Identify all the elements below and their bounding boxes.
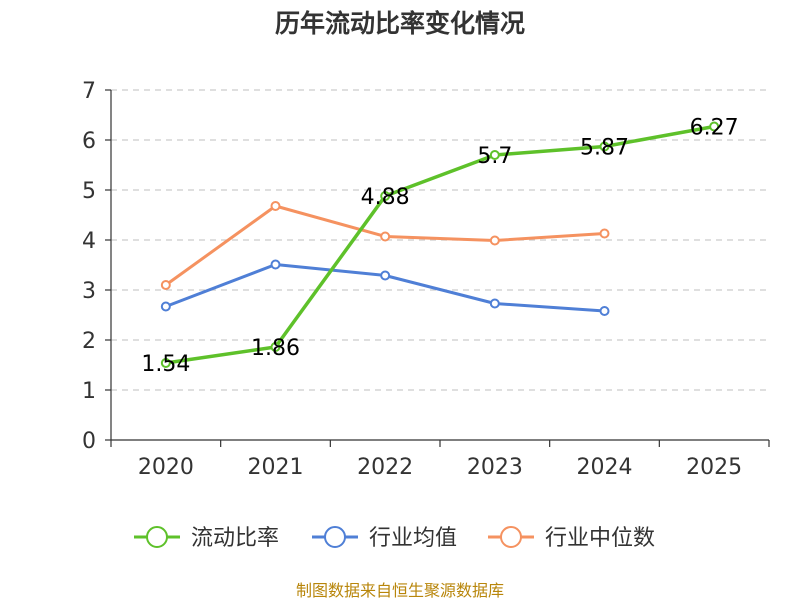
series-point-0 [270, 342, 281, 352]
data-label: 6.27 [690, 116, 739, 141]
legend-marker [146, 526, 168, 548]
x-tick-label: 2020 [138, 455, 194, 480]
x-tick-label: 2021 [248, 455, 304, 480]
series-line-0 [165, 124, 715, 365]
axes: 0 1 2 3 4 5 6 7 2020 2021 2022 2023 2024 2025 [82, 79, 770, 480]
series-point-1 [160, 301, 171, 312]
chart-title: 历年流动比率变化情况 [275, 9, 525, 38]
series-point-2 [599, 228, 610, 239]
data-label: 1.86 [251, 336, 300, 361]
y-tick-label: 3 [82, 279, 96, 304]
legend-label: 流动比率 [191, 526, 279, 551]
series-group [160, 121, 720, 368]
legend-marker [500, 526, 522, 548]
series-point-1 [380, 270, 391, 281]
series-point-1 [489, 298, 500, 309]
data-labels: 1.54 1.86 4.88 5.7 5.87 6.27 [141, 116, 738, 378]
legend-label: 行业中位数 [545, 526, 655, 551]
legend-item[interactable]: 行业中位数 [488, 526, 655, 551]
data-label: 5.7 [477, 144, 512, 169]
data-label: 5.87 [580, 136, 629, 161]
data-label: 1.54 [141, 352, 190, 377]
y-tick-label: 7 [82, 79, 96, 104]
y-tick-label: 2 [82, 329, 96, 354]
data-label: 4.88 [361, 185, 410, 210]
x-tick-label: 2022 [357, 455, 413, 480]
series-point-0 [380, 191, 391, 201]
x-tick-label: 2025 [686, 455, 742, 480]
series-point-1 [270, 259, 281, 270]
legend-item[interactable]: 行业均值 [312, 526, 457, 551]
series-point-2 [489, 235, 500, 246]
legend-item[interactable]: 流动比率 [134, 526, 279, 551]
series-point-0 [709, 121, 720, 132]
y-tick-label: 5 [82, 179, 96, 204]
series-point-2 [380, 231, 391, 242]
y-tick-label: 0 [82, 429, 96, 454]
series-point-2 [160, 280, 171, 290]
series-point-2 [270, 201, 281, 211]
legend: 流动比率 行业均值 行业中位数 [134, 526, 655, 551]
series-point-0 [599, 141, 610, 152]
series-point-0 [160, 358, 171, 368]
source-note: 制图数据来自恒生聚源数据库 [296, 581, 504, 600]
series-point-0 [489, 150, 500, 160]
y-tick-label: 4 [82, 229, 96, 254]
x-tick-label: 2024 [577, 455, 633, 480]
y-tick-label: 6 [82, 129, 96, 154]
series-point-1 [599, 306, 610, 316]
legend-label: 行业均值 [369, 526, 457, 551]
y-tick-label: 1 [82, 379, 96, 404]
x-tick-label: 2023 [467, 455, 523, 480]
legend-marker [324, 526, 346, 548]
